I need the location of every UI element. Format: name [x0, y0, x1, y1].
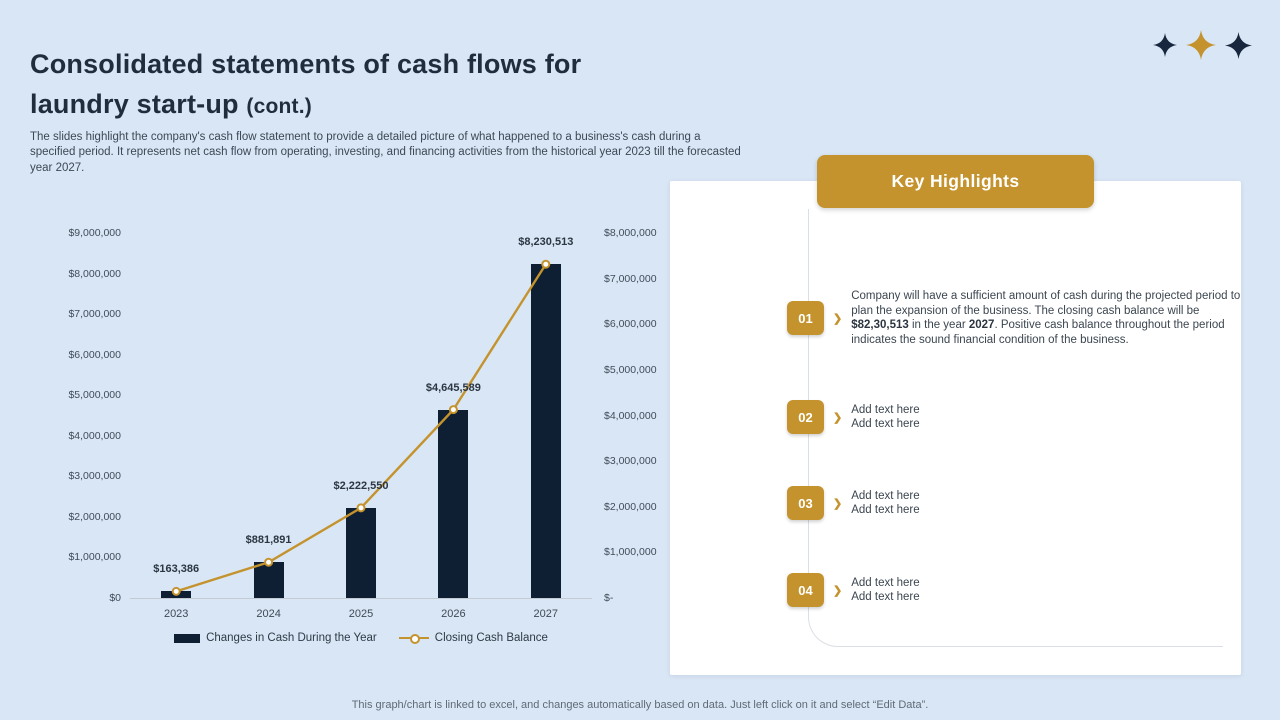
- sparkle-icon: [1186, 30, 1216, 60]
- y-axis-tick-right: $4,000,000: [604, 409, 657, 422]
- x-axis-label: 2027: [533, 608, 559, 620]
- sparkle-icon: [1225, 31, 1252, 59]
- plot-area: $163,386 $881,891 $2,222,550 $4,645,589 $8,2…: [130, 233, 592, 599]
- title-line2: laundry start-up: [30, 89, 247, 120]
- y-axis-tick-right: $5,000,000: [604, 363, 657, 376]
- data-label: $881,891: [245, 534, 292, 547]
- highlight-text-placeholder[interactable]: Add text here Add text here: [851, 489, 1243, 518]
- placeholder-line[interactable]: Add text here: [851, 403, 920, 416]
- left-axis: $9,000,000 $8,000,000 $7,000,000 $6,000,000…: [55, 227, 121, 604]
- legend-label-bars: Changes in Cash During the Year: [206, 632, 377, 644]
- cash-change-bar: [438, 409, 469, 598]
- chevron-right-icon: ❯: [833, 497, 843, 510]
- data-label: $4,645,589: [425, 381, 481, 394]
- highlight-number-badge: 04: [787, 573, 824, 607]
- highlight-bold-year: 2027: [968, 319, 995, 331]
- key-highlights-header: Key Highlights: [817, 155, 1094, 208]
- footer-note: This graph/chart is linked to excel, and…: [351, 699, 929, 711]
- placeholder-line[interactable]: Add text here: [851, 489, 920, 502]
- highlight-text: Company will have a sufficient amount of…: [851, 289, 1243, 347]
- chevron-right-icon: ❯: [833, 584, 843, 597]
- legend-item-bars: Changes in Cash During the Year: [174, 632, 377, 644]
- line-series-swatch: [398, 633, 429, 644]
- highlight-item-01: 01 ❯ Company will have a sufficient amou…: [787, 289, 1243, 347]
- highlight-text-placeholder[interactable]: Add text here Add text here: [851, 576, 1243, 605]
- highlight-text-placeholder[interactable]: Add text here Add text here: [851, 403, 1243, 432]
- y-axis-tick-right: $6,000,000: [604, 318, 657, 331]
- y-axis-tick-left: $1,000,000: [68, 551, 121, 564]
- data-label: $8,230,513: [518, 236, 574, 249]
- right-axis: $8,000,000 $7,000,000 $6,000,000 $5,000,000…: [604, 227, 674, 604]
- x-axis-label: 2023: [163, 608, 189, 620]
- y-axis-tick-left: $6,000,000: [68, 348, 121, 361]
- highlight-item-04: 04 ❯ Add text here Add text here: [787, 573, 1243, 607]
- line-marker: [356, 503, 366, 513]
- highlight-number-badge: 02: [787, 400, 824, 434]
- y-axis-tick-right: $7,000,000: [604, 272, 657, 285]
- sparkle-decoration: [1153, 30, 1252, 60]
- cash-change-bar: [530, 264, 561, 598]
- bar-series-swatch: [174, 633, 201, 643]
- slide-description: The slides highlight the company's cash …: [30, 130, 741, 174]
- y-axis-tick-left: $7,000,000: [68, 308, 121, 321]
- y-axis-tick-left: $9,000,000: [68, 227, 121, 239]
- chart-legend: Changes in Cash During the Year Closing …: [130, 632, 592, 644]
- y-axis-tick-left: $8,000,000: [68, 267, 121, 280]
- cash-flow-chart[interactable]: $9,000,000 $8,000,000 $7,000,000 $6,000,000…: [55, 226, 675, 658]
- chevron-right-icon: ❯: [833, 411, 843, 424]
- highlight-number-badge: 01: [787, 301, 824, 335]
- legend-item-line: Closing Cash Balance: [398, 632, 548, 644]
- data-label: $163,386: [153, 563, 200, 576]
- x-axis-label: 2024: [256, 608, 281, 620]
- x-axis-label: 2026: [441, 608, 466, 620]
- y-axis-tick-right: $-: [604, 592, 614, 604]
- highlight-number-badge: 03: [787, 486, 824, 520]
- data-label: $2,222,550: [333, 479, 389, 492]
- sparkle-icon: [1153, 33, 1177, 57]
- cash-change-bar: [346, 507, 376, 598]
- y-axis-tick-left: $4,000,000: [68, 429, 121, 442]
- highlight-item-03: 03 ❯ Add text here Add text here: [787, 486, 1243, 520]
- line-marker: [541, 259, 551, 269]
- y-axis-tick-left: $3,000,000: [68, 470, 121, 483]
- y-axis-tick-left: $2,000,000: [68, 510, 121, 523]
- y-axis-tick-right: $3,000,000: [604, 455, 657, 468]
- key-highlights-panel: Key Highlights 01 ❯ Company will have a …: [670, 155, 1243, 675]
- placeholder-line[interactable]: Add text here: [851, 504, 920, 516]
- y-axis-tick-right: $1,000,000: [604, 546, 657, 559]
- placeholder-line[interactable]: Add text here: [851, 591, 920, 603]
- y-axis-tick-right: $2,000,000: [604, 500, 657, 513]
- line-marker: [448, 405, 458, 415]
- line-marker: [171, 586, 181, 596]
- line-marker: [264, 557, 274, 567]
- placeholder-line[interactable]: Add text here: [851, 576, 920, 589]
- highlight-item-02: 02 ❯ Add text here Add text here: [787, 400, 1243, 434]
- chevron-right-icon: ❯: [833, 312, 843, 325]
- title-cont-suffix: (cont.): [246, 95, 312, 119]
- legend-label-line: Closing Cash Balance: [434, 632, 548, 644]
- x-axis-label: 2025: [348, 608, 374, 620]
- highlight-text-segment: Company will have a sufficient amount of…: [851, 290, 1241, 317]
- highlight-text-segment: . Positive cash balance throughout the p…: [851, 319, 1225, 346]
- closing-cash-balance-line: [171, 259, 551, 596]
- cash-change-bar: [253, 562, 284, 598]
- highlight-text-segment: in the year: [908, 319, 969, 331]
- title-line1: Consolidated statements of cash flows fo…: [30, 49, 582, 80]
- y-axis-tick-left: $0: [109, 592, 121, 604]
- page-title: Consolidated statements of cash flows fo…: [30, 44, 790, 127]
- placeholder-line[interactable]: Add text here: [851, 418, 920, 430]
- x-axis: 2023 2024 2025 2026 2027: [55, 608, 675, 626]
- y-axis-tick-right: $8,000,000: [604, 227, 657, 239]
- y-axis-tick-left: $5,000,000: [68, 389, 121, 402]
- highlight-bold-value: $82,30,513: [851, 319, 909, 331]
